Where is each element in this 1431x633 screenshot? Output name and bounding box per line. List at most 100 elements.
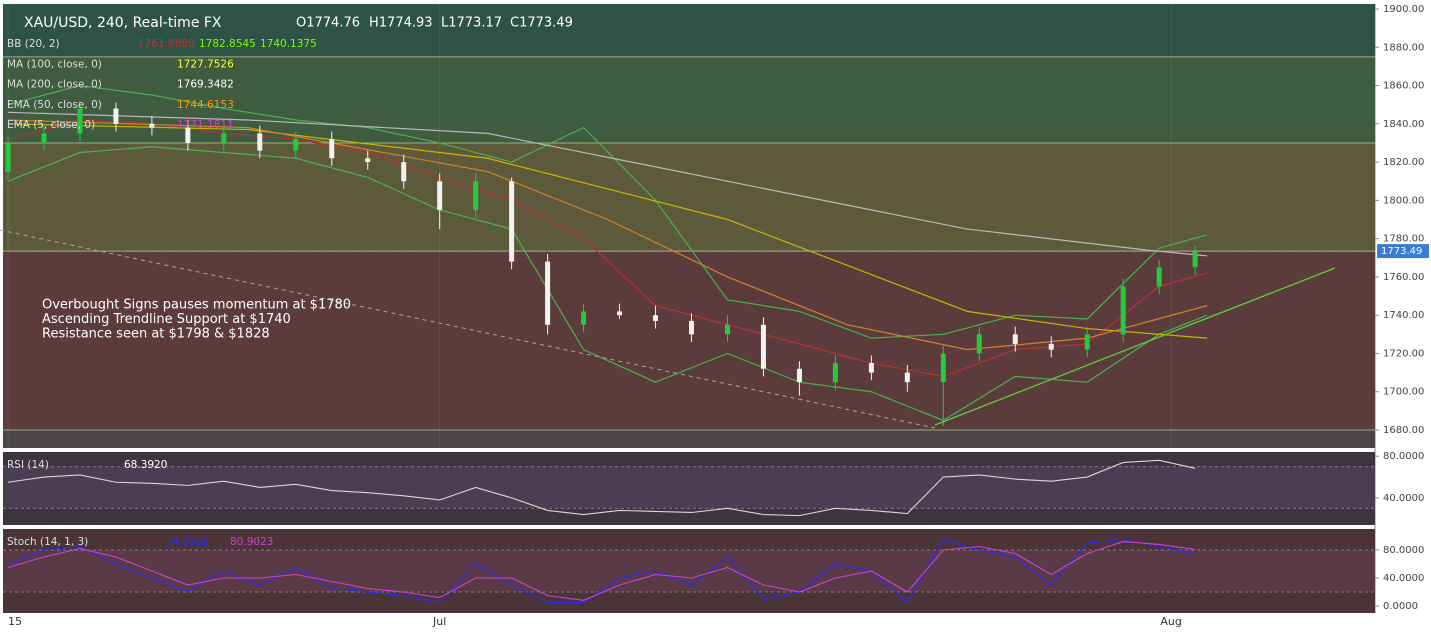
candle-body: [113, 108, 119, 124]
last-price-box: [1377, 244, 1429, 259]
annotation: Ascending Trendline Support at $1740: [42, 312, 291, 327]
candle-body: [653, 315, 659, 321]
x-tick-label: Jul: [432, 615, 446, 628]
indicator-reading: 1740.1375: [260, 38, 317, 50]
indicator-reading: 1727.7526: [177, 58, 234, 70]
candle-body: [401, 162, 407, 182]
y-tick-label: 1700.00: [1383, 387, 1424, 398]
panel-reading: 80.9023: [230, 536, 273, 548]
candle-body: [976, 334, 982, 354]
axis-area: [1375, 0, 1431, 633]
y-tick-label: 40.0000: [1383, 493, 1424, 504]
x-tick-label: 15: [8, 615, 22, 628]
candle-body: [1192, 251, 1198, 268]
indicator-reading: 1769.3482: [177, 79, 234, 91]
quote-value: H1774.93: [369, 16, 433, 31]
y-tick-label: 1820.00: [1383, 157, 1424, 168]
indicator-label: EMA (5, close, 0): [7, 119, 95, 131]
chart-title: XAU/USD, 240, Real-time FX: [24, 15, 222, 31]
y-tick-label: 80.0000: [1383, 451, 1424, 462]
quote-value: O1774.76: [296, 16, 360, 31]
oscillator-band: [3, 550, 1375, 592]
price-zone: [3, 251, 1375, 431]
candle-body: [1156, 267, 1162, 287]
y-tick-label: 80.0000: [1383, 545, 1424, 556]
indicator-line: [7, 119, 1208, 378]
indicator-label: EMA (50, close, 0): [7, 99, 102, 111]
quote-value: C1773.49: [510, 16, 573, 31]
panel-backgrounds: [3, 0, 1431, 633]
candle-body: [1084, 334, 1090, 350]
indicator-line: [7, 146, 1208, 422]
panel-label: Stoch (14, 1, 3): [7, 536, 88, 548]
oscillator-line: [7, 541, 1196, 601]
candle-body: [1048, 343, 1054, 350]
candle-body: [473, 181, 479, 210]
candle-body: [5, 142, 11, 172]
y-tick-label: 1740.00: [1383, 310, 1424, 321]
price-zone: [3, 142, 1375, 252]
indicator-reading: 1744.6153: [177, 99, 234, 111]
y-tick-label: 1760.00: [1383, 272, 1424, 283]
indicator-label: MA (100, close, 0): [7, 58, 102, 70]
indicator-reading: 1761.8880: [138, 38, 195, 50]
x-tick-label: Aug: [1160, 615, 1181, 628]
indicator-label: BB (20, 2): [7, 38, 60, 50]
candle-body: [617, 311, 623, 316]
y-tick-label: 1880.00: [1383, 42, 1424, 53]
annotation: Resistance seen at $1798 & $1828: [42, 327, 270, 342]
candle-body: [437, 181, 443, 210]
panel-label: RSI (14): [7, 459, 49, 471]
candle-body: [868, 363, 874, 373]
last-price-label: 1773.49: [1381, 246, 1422, 257]
panel-reading: 68.3920: [124, 459, 167, 471]
candle-body: [545, 261, 551, 325]
ascending-trendline: [934, 267, 1336, 426]
candle-body: [329, 139, 335, 159]
candle-body: [149, 123, 155, 128]
indicator-line: [7, 84, 1208, 339]
plot-content: [3, 8, 1379, 607]
candle-body: [724, 324, 730, 335]
candle-body: [1012, 334, 1018, 344]
oscillator-band: [3, 466, 1375, 509]
candle-body: [221, 133, 227, 143]
candle-body: [796, 368, 802, 383]
candle-body: [940, 353, 946, 383]
candle-body: [760, 324, 766, 369]
quote-value: L1773.17: [441, 16, 502, 31]
candle-body: [832, 363, 838, 383]
indicator-label: MA (200, close, 0): [7, 79, 102, 91]
indicator-reading: 1771.1811: [177, 119, 234, 131]
y-tick-label: 1860.00: [1383, 81, 1424, 92]
y-tick-label: 1800.00: [1383, 195, 1424, 206]
indicator-reading: 1782.8545: [199, 38, 256, 50]
oscillator-line: [7, 459, 1196, 517]
candle-body: [509, 181, 515, 262]
y-tick-label: 1840.00: [1383, 119, 1424, 130]
indicator-line: [7, 111, 1208, 257]
candle-body: [185, 127, 191, 143]
candle-body: [293, 139, 299, 151]
candle-body: [904, 372, 910, 383]
price-zone: [3, 430, 1375, 448]
price-zone: [3, 4, 1375, 57]
candle-body: [1120, 286, 1126, 335]
labels: 15 Jul Aug 1680.00 1700.00 1720.00 1740.00 1760…: [7, 4, 1429, 628]
candle-body: [41, 133, 47, 143]
candle-body: [581, 311, 587, 325]
indicator-line: [7, 119, 1208, 351]
y-tick-label: 1680.00: [1383, 425, 1424, 436]
y-tick-label: 0.0000: [1383, 601, 1418, 612]
candle-body: [257, 133, 263, 151]
annotation: Overbought Signs pauses momentum at $178…: [42, 298, 351, 313]
candle-body: [77, 108, 83, 134]
y-tick-label: 1720.00: [1383, 348, 1424, 359]
candle-body: [689, 320, 694, 335]
candle-body: [365, 158, 371, 163]
y-tick-label: 1900.00: [1383, 4, 1424, 15]
y-tick-label: 40.0000: [1383, 573, 1424, 584]
panel-reading: 74.5521: [166, 536, 209, 548]
